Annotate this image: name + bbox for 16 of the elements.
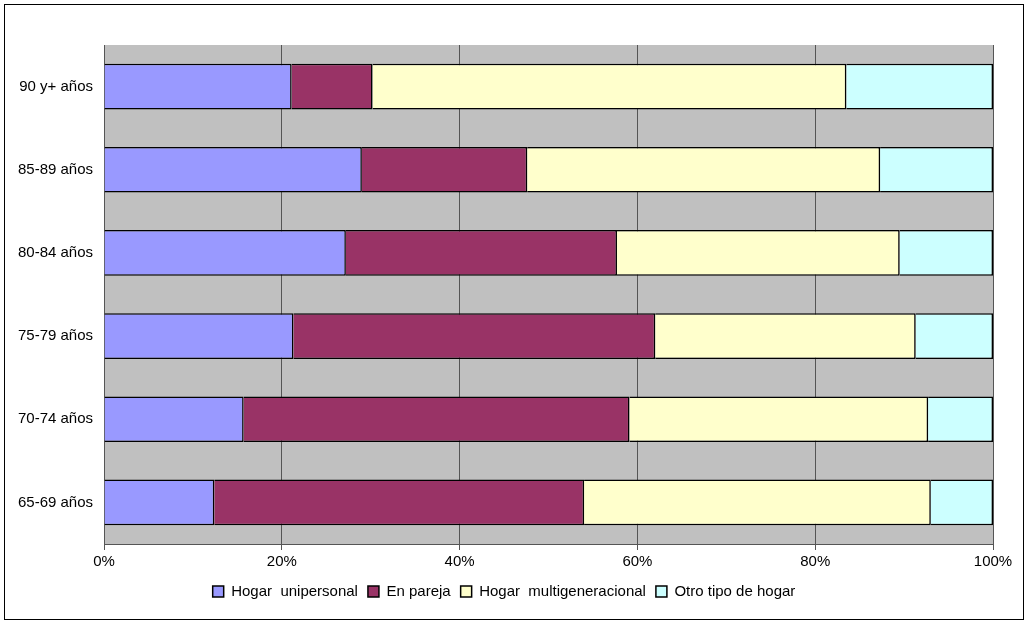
x-tick-label: 20% [266,552,297,570]
y-tick-label: 80-84 años [18,243,94,261]
y-tick-label: 85-89 años [18,159,94,177]
y-tick-label: 65-69 años [18,492,94,510]
x-tick-label: 0% [93,552,115,570]
x-tick-label: 100% [973,552,1013,570]
x-tick-label: 80% [800,552,831,570]
legend-label: En pareja [386,581,452,599]
y-tick-label: 70-74 años [18,409,94,427]
legend-label: Otro tipo de hogar [674,581,796,599]
y-tick-label: 90 y+ años [19,76,94,94]
x-tick-label: 60% [622,552,653,570]
legend-label: Hogar multigeneracional [479,581,646,599]
legend-label: Hogar unipersonal [231,581,358,599]
x-tick-label: 40% [444,552,475,570]
y-tick-label: 75-79 años [18,326,94,344]
